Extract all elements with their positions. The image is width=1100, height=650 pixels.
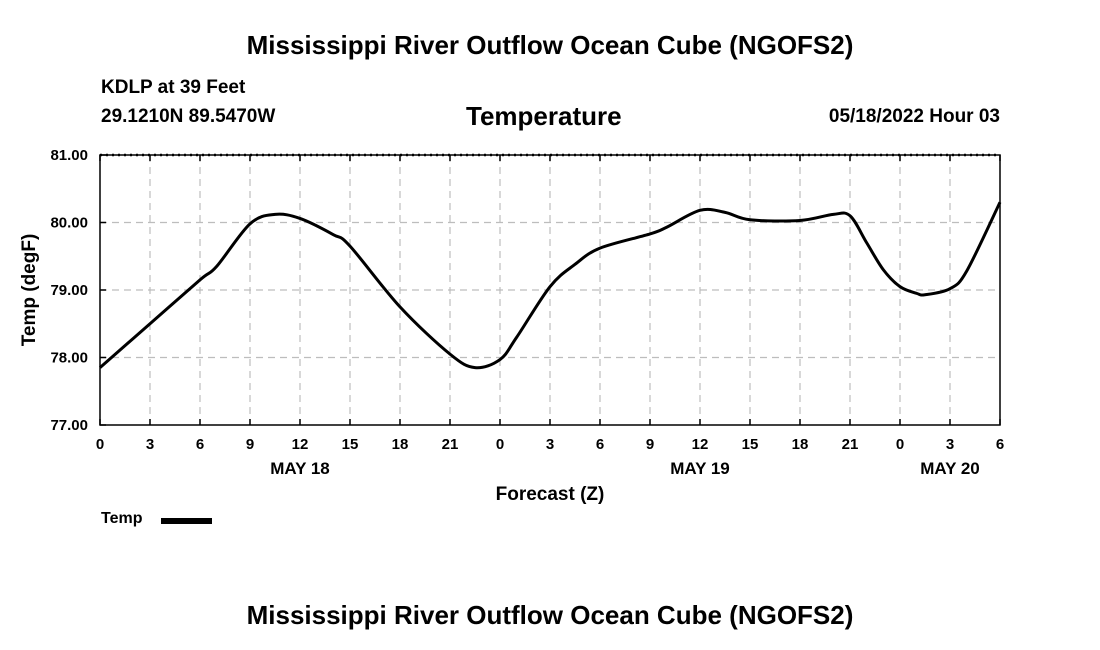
y-tick-label: 79.00	[50, 282, 88, 299]
x-tick-label: 3	[146, 436, 154, 453]
y-axis-title: Temp (degF)	[19, 234, 40, 347]
y-tick-label: 77.00	[50, 417, 88, 434]
x-tick-label: 6	[596, 436, 604, 453]
plot-title: Temperature	[466, 101, 622, 131]
y-tick-label: 78.00	[50, 350, 88, 367]
x-tick-label: 12	[292, 436, 309, 453]
date-label: MAY 18	[270, 459, 330, 478]
main-title: Mississippi River Outflow Ocean Cube (NG…	[246, 30, 854, 60]
legend-label: Temp	[101, 510, 143, 527]
x-tick-label: 3	[546, 436, 554, 453]
x-tick-label: 6	[196, 436, 204, 453]
series-layer	[99, 201, 1002, 370]
x-tick-label: 21	[842, 436, 859, 453]
station-label: KDLP at 39 Feet	[101, 77, 246, 98]
tick-labels: 0 3 6 9 12 15 18 21 0 3 6 9 12 15 18 21 0 3 6 77.00 78.00 79.…	[50, 147, 1004, 478]
x-tick-label: 0	[896, 436, 904, 453]
legend-line-swatch	[161, 518, 212, 524]
x-tick-label: 0	[96, 436, 104, 453]
x-tick-label: 3	[946, 436, 954, 453]
x-tick-label: 9	[646, 436, 654, 453]
grid-lines	[100, 155, 1000, 425]
date-label: MAY 19	[670, 459, 730, 478]
x-tick-label: 15	[742, 436, 759, 453]
date-label: MAY 20	[920, 459, 980, 478]
x-tick-label: 21	[442, 436, 459, 453]
run-time: 05/18/2022 Hour 03	[828, 106, 1000, 127]
temp-series-line	[99, 201, 1002, 370]
station-coordinates: 29.1210N 89.5470W	[101, 106, 276, 127]
x-tick-label: 18	[792, 436, 809, 453]
x-tick-label: 0	[496, 436, 504, 453]
tick-marks	[99, 154, 1001, 426]
footer-title: Mississippi River Outflow Ocean Cube (NG…	[246, 600, 854, 630]
x-tick-label: 6	[996, 436, 1004, 453]
x-tick-label: 15	[342, 436, 359, 453]
y-tick-label: 81.00	[50, 147, 88, 164]
x-axis-title: Forecast (Z)	[496, 484, 605, 505]
x-tick-label: 18	[392, 436, 409, 453]
x-tick-label: 12	[692, 436, 709, 453]
x-tick-label: 9	[246, 436, 254, 453]
y-tick-label: 80.00	[50, 215, 88, 232]
